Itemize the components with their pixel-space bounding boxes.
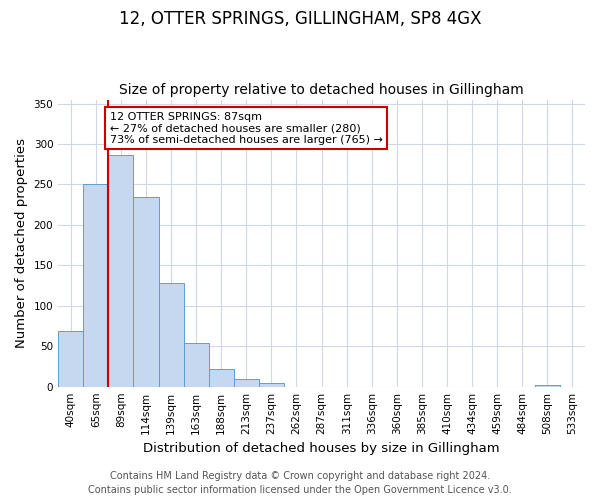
Bar — [259, 382, 284, 386]
Bar — [133, 196, 158, 386]
Bar — [58, 331, 83, 386]
Bar — [184, 343, 209, 386]
Text: 12, OTTER SPRINGS, GILLINGHAM, SP8 4GX: 12, OTTER SPRINGS, GILLINGHAM, SP8 4GX — [119, 10, 481, 28]
Bar — [535, 385, 560, 386]
Bar — [158, 283, 184, 387]
Bar — [83, 184, 109, 386]
Y-axis label: Number of detached properties: Number of detached properties — [15, 138, 28, 348]
Text: 12 OTTER SPRINGS: 87sqm
← 27% of detached houses are smaller (280)
73% of semi-d: 12 OTTER SPRINGS: 87sqm ← 27% of detache… — [110, 112, 382, 145]
Text: Contains HM Land Registry data © Crown copyright and database right 2024.
Contai: Contains HM Land Registry data © Crown c… — [88, 471, 512, 495]
Bar — [209, 369, 234, 386]
Bar — [109, 156, 133, 386]
Bar — [234, 378, 259, 386]
X-axis label: Distribution of detached houses by size in Gillingham: Distribution of detached houses by size … — [143, 442, 500, 455]
Title: Size of property relative to detached houses in Gillingham: Size of property relative to detached ho… — [119, 83, 524, 97]
